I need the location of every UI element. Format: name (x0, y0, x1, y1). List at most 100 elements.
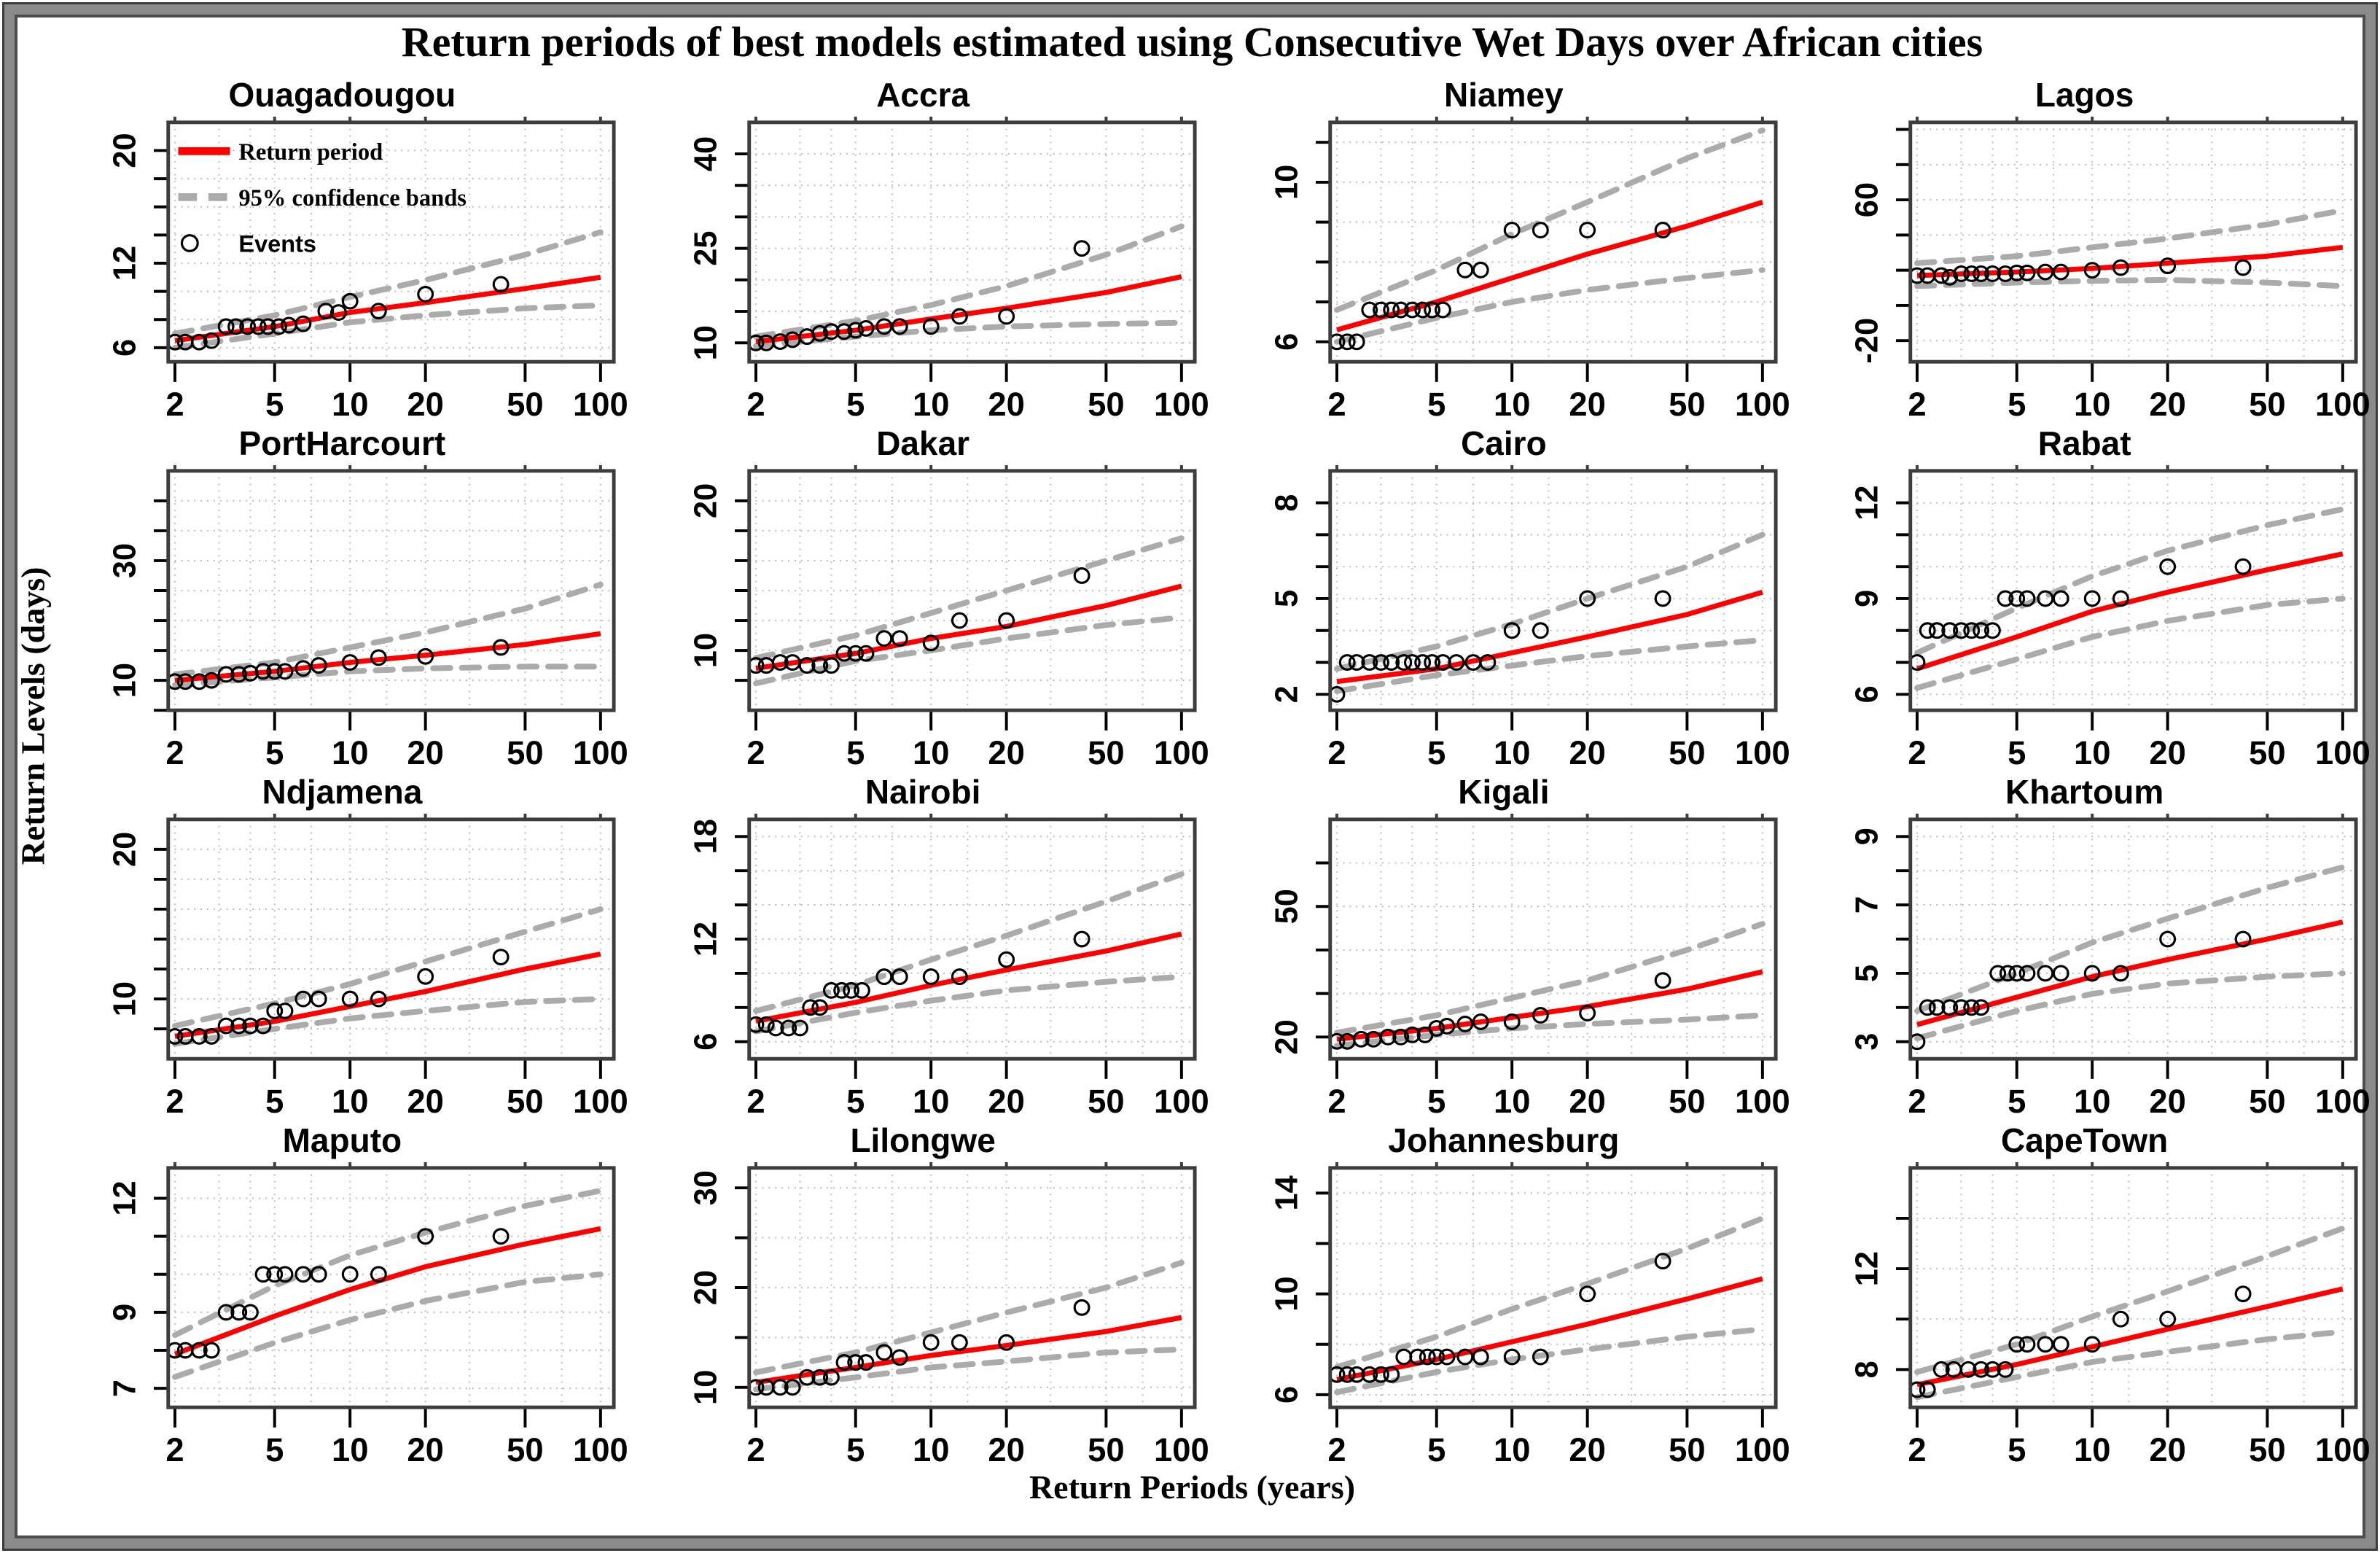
event-point (857, 1354, 875, 1371)
event-point (1472, 1348, 1489, 1366)
event-point (190, 333, 208, 351)
lower-confidence-band (172, 1271, 604, 1380)
event-point (239, 318, 257, 335)
event-point (1953, 999, 1970, 1016)
x-tick-label: 5 (1427, 734, 1445, 771)
upper-confidence-band (752, 871, 1185, 1014)
return-period-line (1916, 1286, 2344, 1387)
subplot-lilongwe: Lilongwe 10 20 30 2 5 10 20 50 100 (635, 1120, 1212, 1468)
x-tick-label: 20 (1569, 1431, 1605, 1468)
event-point (2159, 1310, 2177, 1328)
event-point (2037, 263, 2054, 281)
x-tick-label: 50 (1669, 734, 1705, 771)
subplot-title: Ouagadougou (228, 76, 456, 114)
event-point (2234, 259, 2252, 276)
event-point (891, 630, 908, 647)
event-point (203, 1342, 220, 1359)
subplot-plot-area: 6 9 12 2 5 10 20 50 100 (1850, 464, 2371, 771)
x-tick-label: 50 (1088, 734, 1124, 771)
x-tick-label: 50 (507, 1431, 543, 1468)
event-point (217, 666, 235, 683)
x-tick-label: 20 (2150, 1083, 2186, 1120)
plot-box-border (1908, 120, 2358, 364)
lower-confidence-band (1333, 267, 1766, 345)
x-tick-label: 10 (2074, 386, 2110, 423)
x-tick-label: 2 (165, 734, 184, 771)
event-point (370, 1266, 387, 1283)
event-point (1372, 654, 1389, 671)
y-tick-label: 10 (688, 325, 723, 360)
event-point (1929, 999, 1946, 1016)
y-tick-label: 10 (107, 663, 142, 698)
event-point (875, 630, 893, 647)
x-tick-label: 5 (2008, 1083, 2026, 1120)
event-point (2053, 263, 2069, 281)
x-tick-label: 10 (1493, 734, 1529, 771)
subplot-title: PortHarcourt (238, 424, 446, 462)
x-tick-label: 5 (846, 1083, 865, 1120)
y-axis-label-gutter: Return Levels (days) (12, 74, 54, 1468)
event-point (791, 1019, 808, 1037)
chart-zone: Return Levels (days) Ouagadougou 6 12 20 2 5 1… (12, 74, 2373, 1468)
y-tick-label: 6 (107, 339, 142, 357)
plot-box-border (1908, 1166, 2358, 1409)
y-tick-label: 12 (1850, 1251, 1885, 1286)
event-point (1372, 1366, 1389, 1383)
event-point (811, 324, 828, 342)
y-tick-label: 8 (1850, 1361, 1885, 1378)
event-point (254, 1017, 272, 1035)
x-tick-label: 100 (1154, 1083, 1209, 1120)
return-period-line (1336, 589, 1763, 685)
plot-box-border (166, 469, 616, 712)
y-tick-label: 25 (688, 231, 723, 266)
upper-confidence-band (752, 1259, 1185, 1376)
subplot-title: Maputo (282, 1121, 402, 1159)
y-tick-label: -20 (1850, 318, 1885, 364)
x-tick-label: 2 (1327, 1083, 1346, 1120)
subplot-title: Ndjamena (262, 773, 423, 811)
x-tick-label: 2 (1327, 1431, 1346, 1468)
event-point (1929, 622, 1946, 639)
event-point (784, 1379, 801, 1396)
y-tick-label: 2 (1269, 685, 1304, 703)
event-point (1532, 622, 1549, 639)
event-point (875, 968, 893, 986)
lower-confidence-band (1914, 970, 2346, 1041)
subplot-maputo: Maputo 7 9 12 2 5 10 20 50 100 (54, 1120, 631, 1468)
event-point (1448, 654, 1464, 671)
event-point (822, 657, 840, 674)
event-point (1073, 567, 1090, 584)
event-point (1427, 1019, 1445, 1037)
y-tick-label: 10 (1269, 165, 1304, 200)
event-point (847, 645, 864, 662)
event-point (842, 981, 859, 999)
event-point (230, 1304, 248, 1321)
x-tick-label: 50 (2249, 734, 2285, 771)
event-point (1532, 1007, 1549, 1024)
upper-confidence-band (172, 581, 604, 677)
x-tick-label: 5 (265, 1431, 284, 1468)
event-point (2037, 1336, 2054, 1353)
upper-confidence-band (752, 535, 1185, 661)
x-tick-label: 20 (1569, 386, 1605, 423)
event-point (1953, 265, 1970, 282)
event-point (310, 990, 327, 1008)
event-point (1419, 1348, 1436, 1366)
x-tick-label: 5 (265, 734, 284, 771)
event-point (1338, 1366, 1356, 1383)
legend-return-period-label: Return period (238, 139, 383, 166)
y-tick-label: 12 (107, 1180, 142, 1215)
subplot-plot-area: 10 20 2 5 10 20 50 100 (107, 813, 628, 1120)
x-tick-label: 10 (332, 1083, 368, 1120)
x-tick-label: 2 (1327, 386, 1346, 423)
event-point (1919, 1381, 1936, 1398)
event-point (217, 1304, 235, 1321)
x-tick-label: 5 (846, 734, 865, 771)
return-period-line (755, 931, 1182, 1024)
lower-confidence-band (1333, 637, 1766, 694)
y-tick-label: 8 (1269, 494, 1304, 512)
plot-box-border (166, 120, 616, 364)
y-tick-label: 5 (1269, 590, 1304, 607)
event-point (2037, 965, 2054, 982)
x-tick-label: 50 (1669, 386, 1705, 423)
